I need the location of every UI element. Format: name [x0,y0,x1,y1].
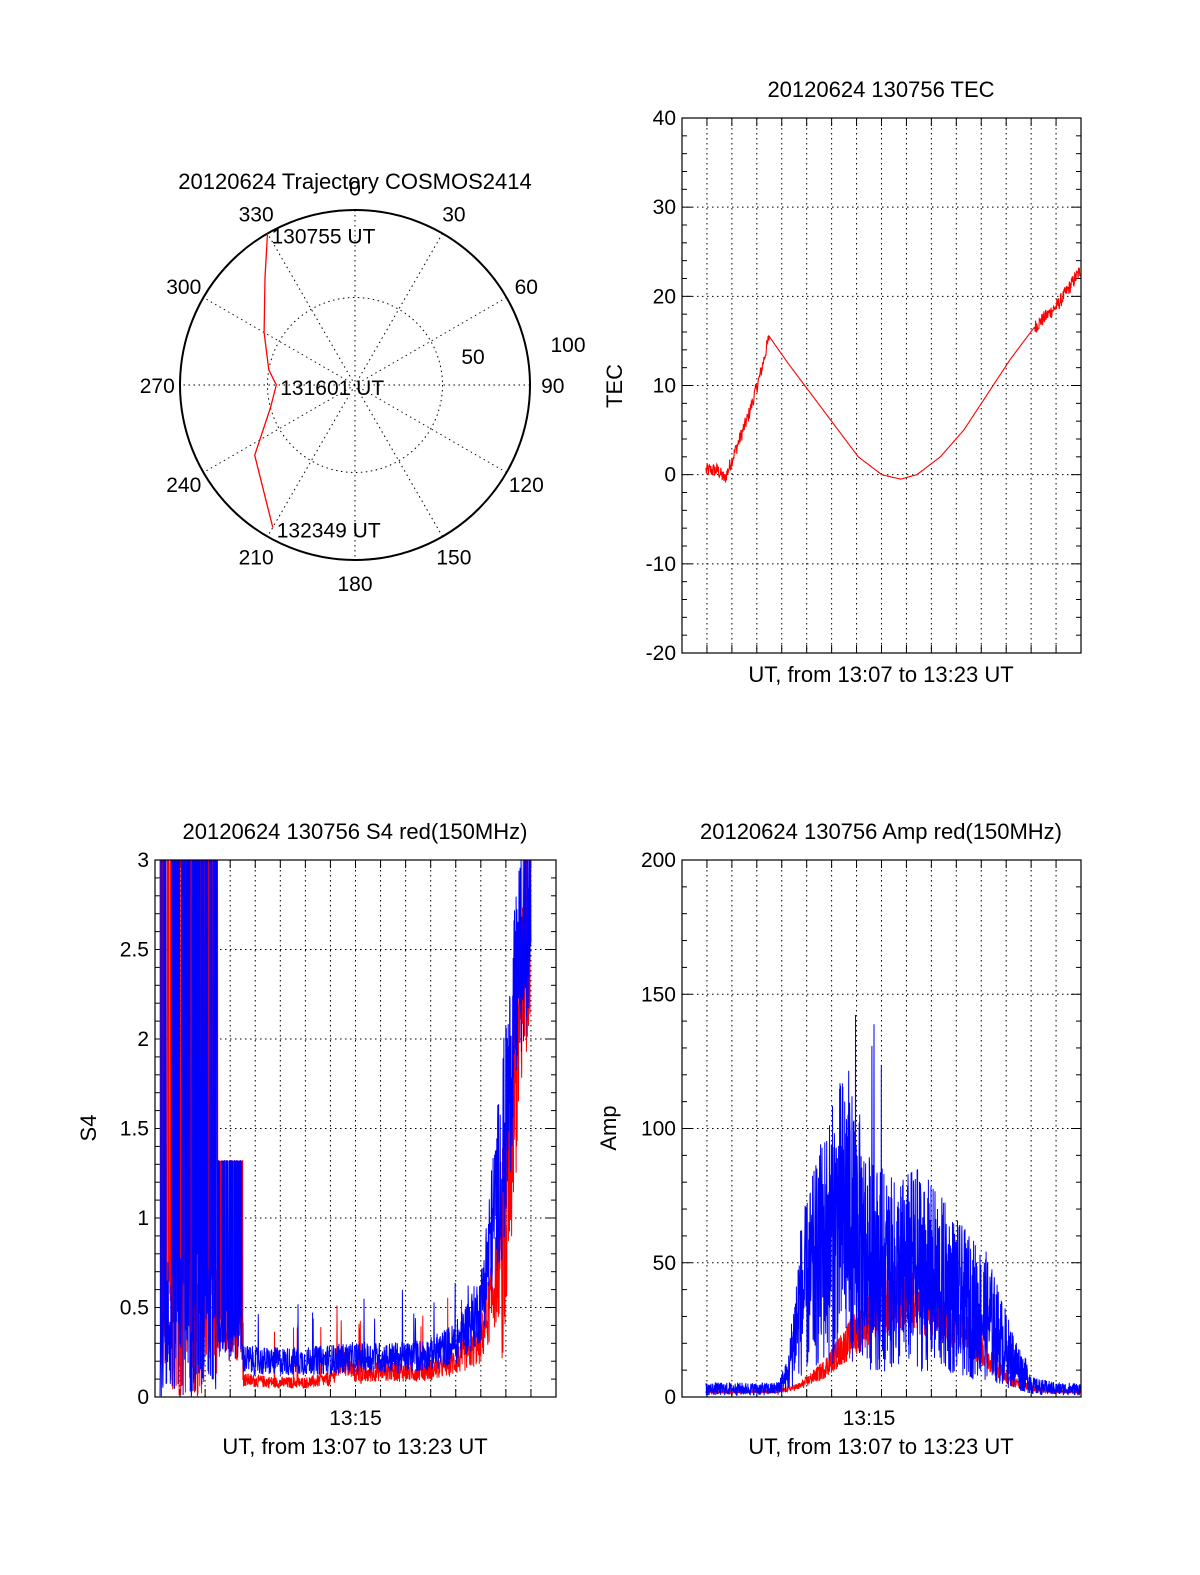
series-group [705,267,1081,483]
series-group [159,860,532,1397]
amp-xlabel: UT, from 13:07 to 13:23 UT [748,1434,1013,1459]
y-tick-label: 20 [653,285,676,308]
polar-radius-label: 100 [550,334,585,357]
x-tick-label: 13:15 [843,1407,896,1430]
tec-ylabel: TEC [602,364,627,408]
amp-plot: 20120624 130756 Amp red(150MHz) UT, from… [596,819,1082,1459]
y-tick-label: 50 [653,1252,676,1275]
polar-angle-label: 90 [541,375,564,398]
x-tick-label: 13:15 [329,1407,382,1430]
s4-title: 20120624 130756 S4 red(150MHz) [183,819,528,844]
y-tick-label: 2 [137,1028,149,1051]
trajectory-time-label: 131601 UT [280,377,384,400]
plot-frame [681,859,1082,1398]
plot-frame [154,859,557,1398]
y-tick-label: 40 [653,107,676,130]
polar-title: 20120624 Trajectory COSMOS2414 [178,169,531,194]
trajectory-time-label: 130755 UT [272,225,376,248]
y-tick-label: 150 [641,983,676,1006]
s4-ylabel: S4 [76,1115,101,1142]
s4-plot: 20120624 130756 S4 red(150MHz) UT, from … [76,819,557,1459]
y-tick-label: 2.5 [120,939,149,962]
polar-grid-circle [267,297,443,473]
tec-title: 20120624 130756 TEC [767,77,994,102]
amp-title: 20120624 130756 Amp red(150MHz) [700,819,1062,844]
tec-plot: 20120624 130756 TEC UT, from 13:07 to 13… [602,77,1082,687]
polar-angle-label: 180 [337,573,372,596]
polar-angle-label: 0 [349,177,361,200]
polar-angle-label: 150 [436,546,471,569]
y-tick-label: -20 [646,642,676,665]
plot-frame [681,117,1082,654]
trajectory-polar-plot: 20120624 Trajectory COSMOS2414 0 30 60 90 12… [140,169,586,596]
y-tick-label: 1 [137,1207,149,1230]
series-group [705,1014,1081,1396]
polar-outer-circle [179,209,531,561]
polar-angle-label: 300 [166,276,201,299]
y-tick-label: 3 [137,849,149,872]
polar-angle-label: 270 [140,375,175,398]
y-tick-label: -10 [646,553,676,576]
amp-series-blue [705,1014,1081,1396]
y-tick-label: 0 [664,464,676,487]
polar-angle-label: 60 [515,276,538,299]
y-tick-label: 0.5 [120,1297,149,1320]
s4-xlabel: UT, from 13:07 to 13:23 UT [222,1434,487,1459]
polar-angle-label: 330 [239,204,274,227]
y-tick-label: 0 [137,1386,149,1409]
y-tick-label: 100 [641,1118,676,1141]
polar-radius-label: 50 [461,346,484,369]
y-tick-label: 0 [664,1386,676,1409]
polar-angle-label: 30 [442,204,465,227]
trajectory-line [254,233,277,528]
y-tick-label: 10 [653,375,676,398]
polar-spoke [267,233,443,537]
tec-series-line [705,267,1081,483]
polar-angle-label: 240 [166,474,201,497]
trajectory-time-label: 132349 UT [277,519,381,542]
y-tick-label: 30 [653,196,676,219]
y-tick-label: 1.5 [120,1118,149,1141]
s4-series-blue [159,860,532,1397]
polar-angle-label: 120 [509,474,544,497]
polar-angle-label: 210 [239,546,274,569]
y-tick-label: 200 [641,849,676,872]
tec-xlabel: UT, from 13:07 to 13:23 UT [748,662,1013,687]
amp-ylabel: Amp [596,1105,621,1150]
